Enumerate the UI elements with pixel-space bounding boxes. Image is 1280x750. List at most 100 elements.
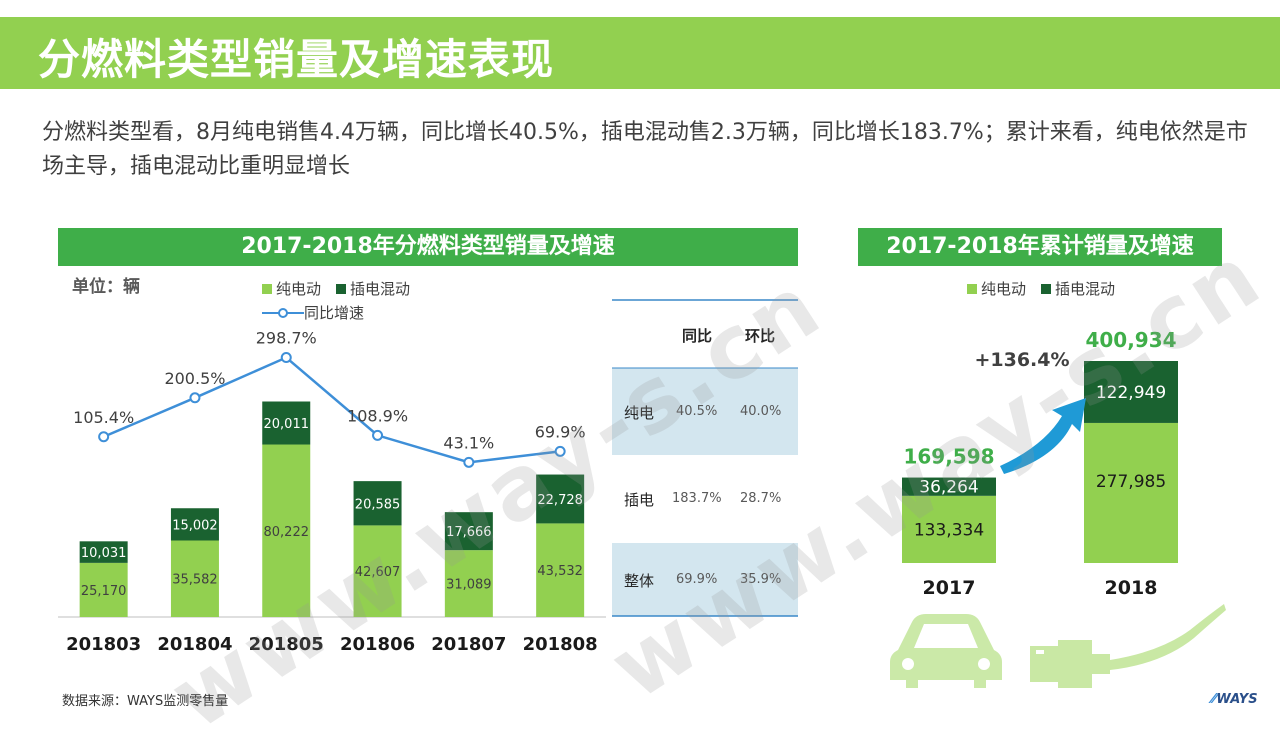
label-phev-201806: 20,585 — [355, 497, 401, 512]
x-tick-201808: 201808 — [523, 634, 598, 655]
left-chart-title: 2017-2018年分燃料类型销量及增速 — [58, 228, 798, 266]
x-tick-201807: 201807 — [431, 634, 506, 655]
table-frame — [612, 299, 798, 617]
label-ev-201805: 80,222 — [264, 525, 310, 540]
ev-decoration — [890, 604, 1226, 688]
legend-cum-ev: 纯电动 — [967, 278, 1026, 299]
right-chart-title: 2017-2018年累计销量及增速 — [858, 228, 1222, 266]
title-band: 分燃料类型销量及增速表现 — [0, 17, 1280, 89]
cum-bar-ev-2017 — [902, 495, 996, 563]
growth-label-201808: 69.9% — [535, 422, 586, 441]
bar-phev-201806 — [353, 481, 402, 526]
legend-phev-label: 插电混动 — [350, 280, 411, 298]
legend-growth-label: 同比增速 — [304, 304, 365, 322]
label-phev-201805: 20,011 — [264, 417, 310, 432]
cum-bar-ev-2018 — [1084, 422, 1178, 563]
growth-point-201803 — [98, 431, 110, 443]
growth-point-201805 — [280, 352, 292, 364]
table-row-ev-yoy: 40.5% — [676, 404, 718, 419]
bar-phev-201804 — [170, 508, 219, 541]
cum-total-2018: 400,934 — [1085, 328, 1176, 352]
label-ev-201806: 42,607 — [355, 565, 401, 580]
bar-ev-201807 — [444, 550, 493, 617]
legend-ev-swatch — [262, 284, 272, 294]
legend-phev: 插电混动 — [336, 278, 410, 299]
cum-growth-label: +136.4% — [974, 349, 1069, 371]
car-icon — [890, 614, 1002, 688]
growth-label-201803: 105.4% — [73, 408, 134, 427]
cum-label-phev-2017: 36,264 — [919, 478, 978, 498]
table-row-ev-mom: 40.0% — [740, 404, 782, 419]
bar-ev-201806 — [353, 525, 402, 617]
table-header-yoy: 同比 — [682, 327, 713, 345]
growth-label-201807: 43.1% — [443, 433, 494, 452]
table-row-total-label: 整体 — [624, 572, 655, 590]
monthly-chart: 25,170 10,031 201803 35,582 15,002 201804 80,2… — [58, 329, 606, 655]
bar-ev-201803 — [79, 562, 128, 617]
x-tick-201804: 201804 — [157, 634, 232, 655]
growth-label-201804: 200.5% — [164, 369, 225, 388]
legend-growth: 同比增速 — [262, 302, 364, 323]
growth-point-201806 — [372, 429, 384, 441]
legend-cum-phev-label: 插电混动 — [1055, 280, 1116, 298]
table-row-phev-yoy: 183.7% — [672, 491, 722, 506]
cum-x-tick-2017: 2017 — [923, 577, 976, 599]
growth-label-201806: 108.9% — [347, 406, 408, 425]
legend-cum-ev-label: 纯电动 — [981, 280, 1027, 298]
growth-point-201808 — [554, 445, 566, 457]
cum-label-ev-2017: 133,334 — [914, 520, 984, 540]
cum-x-tick-2018: 2018 — [1105, 577, 1158, 599]
table-header-mom: 环比 — [745, 327, 776, 345]
x-tick-201805: 201805 — [249, 634, 324, 655]
x-tick-201806: 201806 — [340, 634, 415, 655]
cum-label-phev-2018: 122,949 — [1096, 383, 1166, 403]
growth-point-201804 — [189, 392, 201, 404]
growth-line — [103, 356, 561, 464]
label-ev-201807: 31,089 — [446, 578, 492, 593]
label-phev-201807: 17,666 — [446, 525, 492, 540]
legend-cum-phev-swatch — [1041, 284, 1051, 294]
label-phev-201808: 22,728 — [537, 493, 583, 508]
page-title: 分燃料类型销量及增速表现 — [38, 35, 555, 84]
table-row-phev-label: 插电 — [624, 491, 655, 509]
bar-ev-201804 — [170, 540, 219, 617]
intro-text: 分燃料类型看，8月纯电销售4.4万辆，同比增长40.5%，插电混动售2.3万辆，… — [42, 120, 1248, 179]
table-row-total-mom: 35.9% — [740, 572, 782, 587]
growth-arrow-icon — [1000, 398, 1086, 474]
legend-ev: 纯电动 — [262, 278, 321, 299]
bar-ev-201805 — [262, 444, 311, 617]
cumulative-chart: 133,334 36,264 169,598 2017 277,985 122,949 40… — [902, 328, 1178, 599]
bar-phev-201808 — [536, 474, 585, 524]
label-ev-201804: 35,582 — [172, 573, 218, 588]
logo-mark-icon: ⁄⁄ — [1212, 692, 1217, 707]
legend-cum-ev-swatch — [967, 284, 977, 294]
label-ev-201808: 43,532 — [537, 564, 583, 579]
plug-icon — [1030, 604, 1226, 688]
bar-phev-201805 — [262, 401, 311, 445]
legend-ev-label: 纯电动 — [276, 280, 322, 298]
bar-ev-201808 — [536, 523, 585, 617]
bar-phev-201803 — [79, 541, 128, 563]
table-row-total-yoy: 69.9% — [676, 572, 718, 587]
cum-bar-phev-2018 — [1084, 361, 1178, 423]
cum-total-2017: 169,598 — [903, 445, 994, 469]
legend-cum-phev: 插电混动 — [1041, 278, 1115, 299]
growth-label-201805: 298.7% — [256, 329, 317, 348]
growth-table: 同比 环比 纯电 40.5% 40.0% 插电 183.7% 28.7% 整体 … — [612, 299, 798, 619]
cum-label-ev-2018: 277,985 — [1096, 472, 1166, 492]
ways-logo: ⁄⁄WAYS — [1212, 692, 1258, 707]
growth-point-201807 — [463, 456, 475, 468]
cum-bar-phev-2017 — [902, 477, 996, 496]
unit-label: 单位：辆 — [72, 277, 140, 297]
bar-phev-201807 — [444, 512, 493, 551]
label-ev-201803: 25,170 — [81, 584, 127, 599]
logo-text: WAYS — [1216, 692, 1258, 707]
label-phev-201804: 15,002 — [172, 518, 218, 533]
table-row-phev-mom: 28.7% — [740, 491, 782, 506]
x-tick-201803: 201803 — [66, 634, 141, 655]
data-source: 数据来源：WAYS监测零售量 — [62, 694, 229, 709]
legend-phev-swatch — [336, 284, 346, 294]
legend-growth-marker — [262, 308, 304, 318]
table-row-ev-label: 纯电 — [624, 404, 655, 422]
label-phev-201803: 10,031 — [81, 546, 127, 561]
